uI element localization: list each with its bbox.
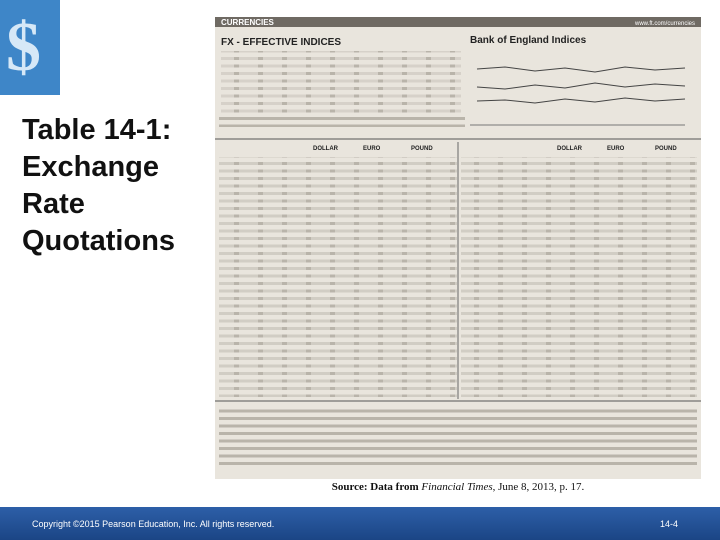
- source-publication: Financial Times: [421, 481, 493, 493]
- source-prefix: Source: Data from: [331, 481, 422, 493]
- column-header: POUND: [411, 146, 433, 152]
- boe-line: [476, 82, 686, 90]
- source-suffix: , June 8, 2013, p. 17.: [492, 481, 585, 493]
- rates-table-right-gaps: [461, 157, 697, 397]
- logo: $: [0, 0, 60, 95]
- slide-title: Table 14-1: Exchange Rate Quotations: [22, 114, 176, 257]
- footnotes: [219, 405, 697, 465]
- newspaper-clipping: CURRENCIES www.ft.com/currencies FX - EF…: [215, 17, 701, 479]
- boe-line: [476, 97, 686, 104]
- boe-line: [476, 66, 686, 73]
- column-header: DOLLAR: [557, 146, 583, 152]
- column-header: EURO: [363, 146, 381, 152]
- footer-bar: Copyright ©2015 Pearson Education, Inc. …: [0, 507, 720, 540]
- copyright: Copyright ©2015 Pearson Education, Inc. …: [32, 519, 275, 529]
- column-header: POUND: [655, 146, 677, 152]
- column-headers: DOLLAR EURO POUND DOLLAR EURO POUND: [313, 146, 677, 152]
- page-number: 14-4: [660, 519, 679, 529]
- column-header: DOLLAR: [313, 146, 339, 152]
- logo-block: [0, 0, 60, 95]
- fx-notes: [219, 115, 465, 127]
- column-header: EURO: [607, 146, 625, 152]
- fx-table-gaps: [221, 51, 461, 113]
- boe-heading: Bank of England Indices: [470, 35, 587, 46]
- section-label: CURRENCIES: [221, 18, 275, 27]
- fx-heading: FX - EFFECTIVE INDICES: [221, 37, 341, 48]
- source-note: Source: Data from Financial Times, June …: [215, 481, 701, 493]
- rates-table-left-gaps: [219, 157, 457, 397]
- section-bar: [215, 17, 701, 27]
- logo-dollar: $: [6, 9, 41, 86]
- section-url: www.ft.com/currencies: [634, 21, 695, 27]
